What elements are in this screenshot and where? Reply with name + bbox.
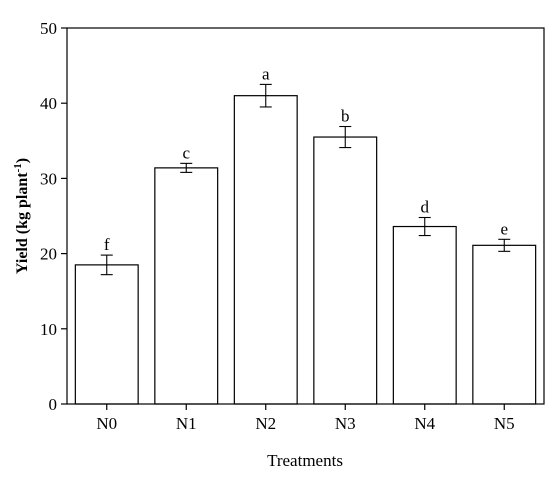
y-axis-ticks: 0 10 20 30 40 50 xyxy=(40,19,67,414)
y-tick-label: 10 xyxy=(40,320,57,339)
y-tick-label: 0 xyxy=(49,395,58,414)
y-axis-title-main: Yield (kg plant xyxy=(14,172,31,274)
y-tick-label: 40 xyxy=(40,94,57,113)
x-tick-label-n0: N0 xyxy=(96,414,117,433)
x-axis-ticks: N0 N1 N2 N3 N4 N5 xyxy=(96,404,515,433)
x-tick-label-n4: N4 xyxy=(414,414,435,433)
x-tick-label-n1: N1 xyxy=(176,414,197,433)
plot-frame xyxy=(66,27,545,405)
bar-n2 xyxy=(233,95,298,405)
significance-letter-n0: f xyxy=(104,235,110,254)
x-tick-label-n3: N3 xyxy=(335,414,356,433)
significance-labels: f c a b d e xyxy=(104,64,508,254)
y-tick-label: 30 xyxy=(40,169,57,188)
significance-letter-n3: b xyxy=(341,107,350,126)
y-axis-title: Yield (kg plant-1) xyxy=(12,158,31,274)
significance-letter-n2: a xyxy=(262,64,270,83)
y-tick-label: 20 xyxy=(40,245,57,264)
y-tick-label: 50 xyxy=(40,19,57,38)
significance-letter-n4: d xyxy=(421,198,430,217)
bar-n4 xyxy=(392,225,457,405)
x-axis-title: Treatments xyxy=(267,451,343,470)
significance-letter-n5: e xyxy=(500,219,508,238)
bar-n1 xyxy=(154,167,219,405)
bar-n3 xyxy=(313,136,378,405)
bars-group xyxy=(74,95,537,405)
y-axis-title-close: ) xyxy=(14,158,31,163)
y-axis-title-superscript: -1 xyxy=(12,163,24,172)
bar-n0 xyxy=(74,264,139,405)
x-tick-label-n2: N2 xyxy=(255,414,276,433)
axes xyxy=(66,27,545,405)
significance-letter-n1: c xyxy=(182,143,190,162)
error-bars-group xyxy=(100,83,511,276)
x-tick-label-n5: N5 xyxy=(494,414,515,433)
bar-n5 xyxy=(472,244,537,405)
